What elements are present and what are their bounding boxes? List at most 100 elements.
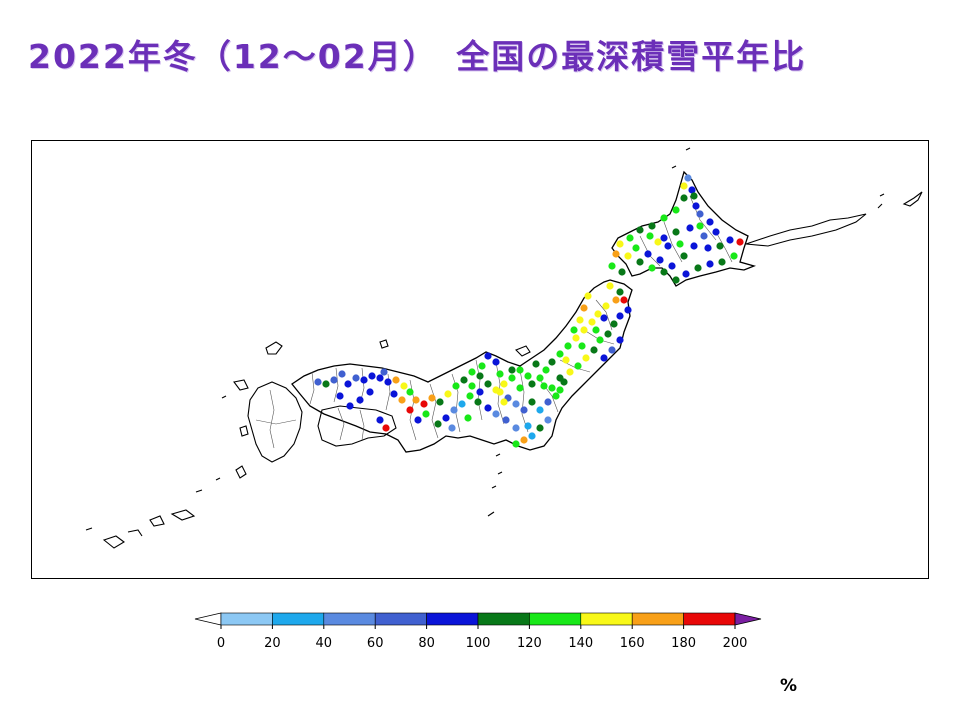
station-marker	[436, 398, 444, 406]
station-marker	[636, 258, 644, 266]
station-marker	[648, 222, 656, 230]
legend-tick-label: 20	[264, 636, 281, 651]
station-marker	[520, 406, 528, 414]
station-marker	[452, 382, 460, 390]
station-marker	[672, 228, 680, 236]
station-marker	[536, 374, 544, 382]
station-marker	[626, 234, 634, 242]
page-title: 2022年冬（12〜02月） 全国の最深積雪平年比	[28, 37, 807, 76]
station-marker	[578, 342, 586, 350]
station-marker	[552, 392, 560, 400]
station-marker	[730, 252, 738, 260]
station-marker	[620, 296, 628, 304]
station-marker	[680, 182, 688, 190]
station-marker	[616, 312, 624, 320]
station-marker	[616, 288, 624, 296]
shikoku-landmass	[317, 405, 397, 447]
station-marker	[338, 370, 346, 378]
station-marker	[528, 380, 536, 388]
legend-color-cell	[477, 612, 530, 626]
station-marker	[556, 386, 564, 394]
station-marker	[726, 236, 734, 244]
station-marker	[648, 264, 656, 272]
station-marker	[612, 250, 620, 258]
legend-color-cell	[374, 612, 427, 626]
station-marker	[736, 238, 744, 246]
station-marker	[536, 424, 544, 432]
station-marker	[512, 400, 520, 408]
station-marker	[524, 422, 532, 430]
station-marker	[448, 424, 456, 432]
legend-color-cell	[323, 612, 376, 626]
station-marker	[464, 414, 472, 422]
station-marker	[376, 374, 384, 382]
station-marker	[556, 350, 564, 358]
station-marker	[492, 410, 500, 418]
station-marker	[716, 242, 724, 250]
station-marker	[646, 232, 654, 240]
station-marker	[400, 382, 408, 390]
station-marker	[656, 256, 664, 264]
station-marker	[600, 314, 608, 322]
legend-color-cell	[272, 612, 325, 626]
legend-tick-label: 80	[418, 636, 435, 651]
station-marker	[654, 238, 662, 246]
station-marker	[632, 244, 640, 252]
station-marker	[536, 406, 544, 414]
station-marker	[458, 400, 466, 408]
station-marker	[524, 372, 532, 380]
station-marker	[606, 282, 614, 290]
station-marker	[516, 366, 524, 374]
station-marker	[442, 414, 450, 422]
station-marker	[380, 368, 388, 376]
station-marker	[492, 358, 500, 366]
station-marker	[420, 400, 428, 408]
station-marker	[500, 380, 508, 388]
station-marker	[700, 232, 708, 240]
station-marker	[368, 372, 376, 380]
station-marker	[330, 376, 338, 384]
legend-tick-label: 140	[568, 636, 593, 651]
station-marker	[574, 362, 582, 370]
station-marker	[596, 336, 604, 344]
station-marker	[608, 262, 616, 270]
station-marker	[684, 174, 692, 182]
station-marker	[616, 240, 624, 248]
station-marker	[660, 268, 668, 276]
station-marker	[616, 336, 624, 344]
station-marker	[336, 392, 344, 400]
station-marker	[382, 424, 390, 432]
legend-tick-label: 60	[367, 636, 384, 651]
station-marker	[520, 436, 528, 444]
station-marker	[660, 214, 668, 222]
station-marker	[636, 226, 644, 234]
station-marker	[532, 360, 540, 368]
station-marker	[566, 368, 574, 376]
station-marker	[406, 388, 414, 396]
legend-tick-label: 160	[620, 636, 645, 651]
station-marker	[686, 224, 694, 232]
station-marker	[542, 366, 550, 374]
station-marker	[444, 390, 452, 398]
station-marker	[718, 258, 726, 266]
station-marker	[712, 228, 720, 236]
station-marker	[544, 416, 552, 424]
station-marker	[564, 342, 572, 350]
station-marker	[434, 420, 442, 428]
station-marker	[600, 354, 608, 362]
station-marker	[672, 276, 680, 284]
legend-under-triangle	[194, 612, 222, 626]
station-marker	[576, 316, 584, 324]
legend-unit: %	[780, 676, 798, 696]
map-frame	[31, 140, 929, 579]
legend-color-cell	[683, 612, 736, 626]
station-marker	[676, 240, 684, 248]
station-marker	[696, 210, 704, 218]
station-marker	[476, 388, 484, 396]
station-marker	[376, 416, 384, 424]
station-marker	[570, 326, 578, 334]
station-marker	[468, 368, 476, 376]
station-marker	[688, 186, 696, 194]
station-marker	[352, 374, 360, 382]
